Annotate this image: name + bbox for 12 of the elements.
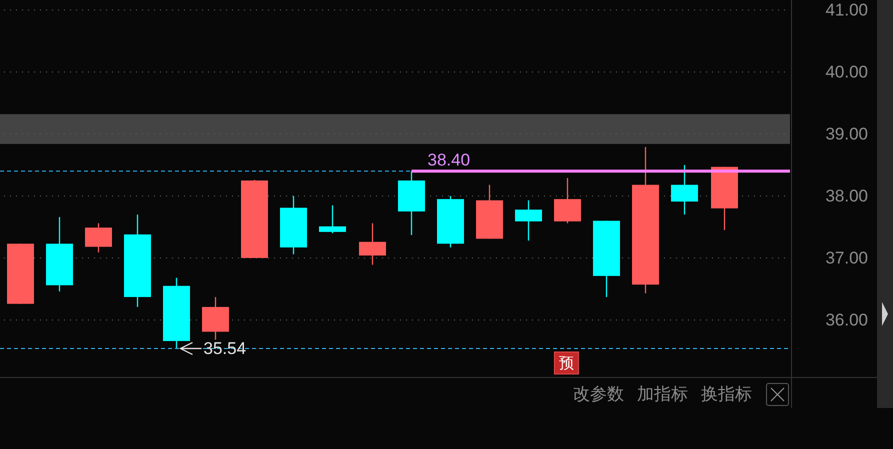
annotation: 预 <box>558 355 574 372</box>
text: 换指标 <box>701 384 752 404</box>
y-tick-label: 36.00 <box>825 310 868 330</box>
ref-line-label: 38.40 <box>428 150 470 170</box>
y-tick-label: 38.00 <box>825 186 868 206</box>
y-tick-label: 37.00 <box>825 248 868 268</box>
y-tick-label: 39.00 <box>825 124 868 144</box>
ref-line-label: 35.54 <box>204 338 246 358</box>
y-tick-label: 41.00 <box>825 0 868 20</box>
y-tick-label: 40.00 <box>825 62 868 82</box>
text: 加指标 <box>637 384 688 404</box>
text: 改参数 <box>573 384 624 404</box>
